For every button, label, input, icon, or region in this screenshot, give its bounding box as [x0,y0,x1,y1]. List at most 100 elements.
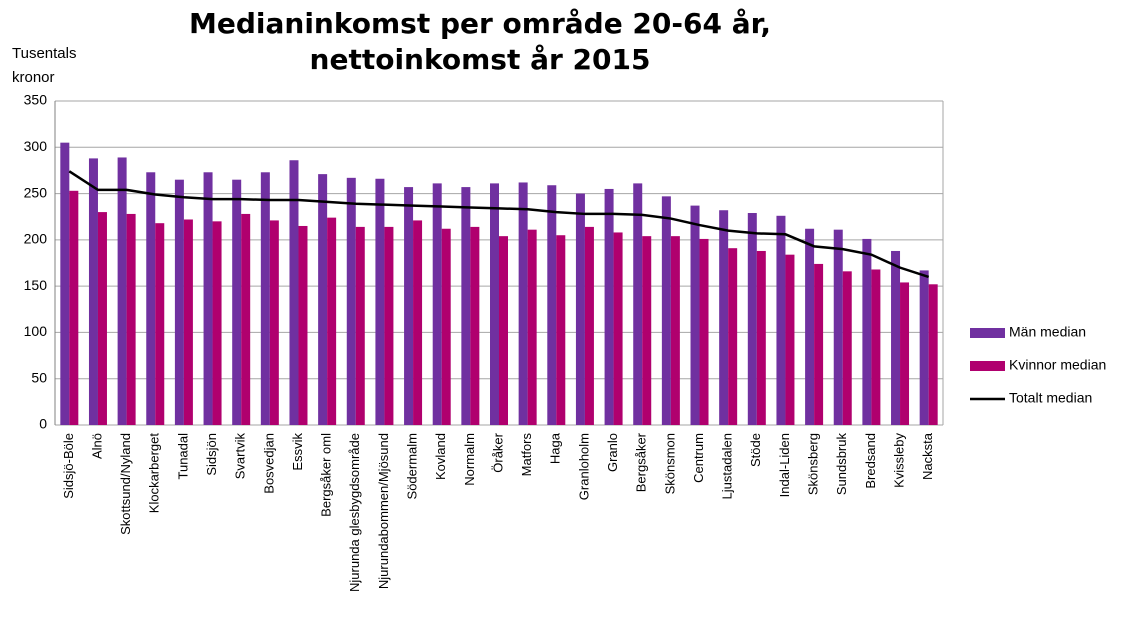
bar [928,284,938,425]
bar [613,232,623,425]
x-tick-label: Centrum [691,433,706,483]
legend-swatch [970,328,1005,338]
bar [805,228,815,425]
bar [690,205,700,425]
x-tick-label: Kovland [433,433,448,480]
x-tick-label: Njurunda glesbygdsområde [347,433,362,592]
bar [547,185,557,425]
bar [891,250,901,425]
bar [183,219,193,425]
bar [355,226,365,425]
x-tick-label: Sidsjön [204,433,219,476]
bar [155,223,165,425]
bar [871,269,881,425]
bar [719,210,729,425]
bar [633,183,643,425]
bar [556,235,566,425]
x-tick-label: Skönsberg [806,433,821,495]
bar [97,212,107,425]
bar [833,229,843,425]
x-tick-label: Indal-Liden [777,433,792,497]
bar [413,220,423,425]
bar [174,179,184,425]
bar [584,226,594,425]
x-tick-label: Svartvik [233,433,248,480]
x-tick-label: Bergsåker oml [319,433,334,517]
bar [117,157,127,425]
y-tick-label: 100 [24,323,48,339]
bar [212,221,222,425]
bar [88,158,98,425]
bar [232,179,242,425]
bar [499,236,508,425]
x-tick-label: Ljustadalen [720,433,735,500]
bar [203,172,213,425]
y-tick-label: 0 [39,416,47,432]
bar [69,190,79,425]
x-tick-label: Normalm [462,433,477,486]
bar [269,220,279,425]
bar [461,187,471,425]
x-tick-label: Kvissleby [891,433,906,488]
bar [260,172,270,425]
bar [346,177,356,425]
x-tick-label: Skönsmon [662,433,677,494]
x-tick-label: Tunadal [175,433,190,480]
bar [60,142,70,425]
x-tick-label: Matfors [519,433,534,477]
bar [699,238,709,425]
bar [126,213,136,425]
y-axis-label: Tusentals kronor [12,45,77,86]
bar [384,226,394,425]
x-tick-label: Granlo [605,433,620,472]
bar [747,213,757,425]
x-tick-label: Bosvedjan [261,433,276,494]
x-tick-label: Klockarberget [147,433,162,514]
y-tick-label: 50 [31,369,47,385]
bar [814,263,824,425]
bar [785,254,795,425]
x-tick-label: Njurundabommen/Mjösund [376,433,391,589]
x-tick-label: Sidsjö-Böle [61,433,76,499]
x-tick-label: Nacksta [920,432,935,480]
bar [298,225,308,425]
bar [432,183,442,425]
x-tick-label: Stöde [748,433,763,467]
legend-label: Totalt median [1009,390,1092,406]
bar [862,238,872,425]
bar [318,174,328,425]
legend-label: Män median [1009,324,1086,340]
bar [604,188,614,425]
bar [919,270,929,425]
x-tick-label: Södermalm [405,433,420,499]
bar [670,236,680,425]
y-tick-label: 250 [24,184,48,200]
x-tick-label: Granloholm [576,433,591,500]
bar [327,217,337,425]
bar [776,215,786,425]
bar [661,196,671,425]
chart-title: Medianinkomst per område 20-64 år, netto… [189,7,771,76]
bar [241,213,251,425]
bar [289,160,299,425]
bar [404,187,414,425]
x-tick-label: Sundsbruk [834,433,849,496]
bar [527,229,537,425]
x-tick-label: Bergsåker [634,432,649,492]
bar [900,282,910,425]
bar [375,178,385,425]
y-tick-label: 300 [24,138,48,154]
legend-label: Kvinnor median [1009,357,1106,373]
y-tick-label: 200 [24,231,48,247]
x-tick-label: Haga [548,432,563,464]
bar [146,172,156,425]
bar [642,236,652,425]
bar [756,250,766,425]
y-tick-label: 350 [24,92,48,108]
x-tick-label: Skottsund/Nyland [118,433,133,535]
x-tick-label: Bredsand [863,433,878,489]
x-tick-label: Alnö [89,433,104,459]
bar [441,228,451,425]
